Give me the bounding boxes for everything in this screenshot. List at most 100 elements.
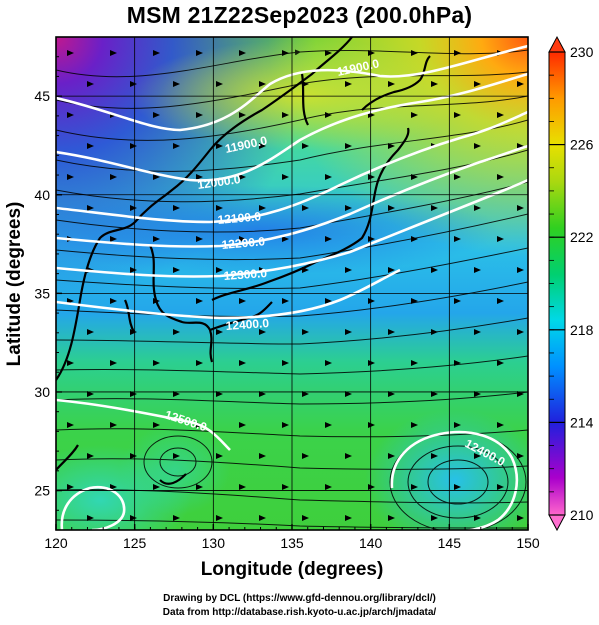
- flow-arrow: [517, 143, 524, 149]
- flow-arrow: [67, 112, 74, 118]
- flow-arrow: [368, 298, 375, 304]
- flow-arrow: [325, 236, 332, 242]
- colorbar-max-triangle: [548, 35, 566, 53]
- flow-arrow: [497, 112, 504, 118]
- y-tick-label: 30: [34, 384, 50, 400]
- flow-arrow: [130, 143, 137, 149]
- flow-arrow: [110, 422, 117, 428]
- flow-arrow: [110, 298, 117, 304]
- chart-title: MSM 21Z22Sep2023 (200.0hPa): [126, 2, 473, 28]
- flow-arrow: [474, 329, 481, 335]
- y-axis-label: Latitude (degrees): [4, 202, 25, 367]
- flow-arrow: [282, 484, 289, 490]
- flow-arrow: [216, 205, 223, 211]
- colorbar-tick-label: 218: [570, 322, 594, 338]
- y-tick-label: 40: [34, 187, 50, 203]
- flow-arrow: [259, 515, 266, 521]
- flow-arrow: [325, 174, 332, 180]
- flow-arrow: [87, 81, 94, 87]
- flow-arrow: [388, 205, 395, 211]
- flow-arrow: [454, 112, 461, 118]
- flow-arrows: [67, 50, 524, 521]
- flow-arrow: [302, 329, 309, 335]
- flow-arrow: [110, 360, 117, 366]
- colorbar-tick-label: 226: [570, 137, 594, 153]
- flow-arrow: [87, 453, 94, 459]
- contour-label: 12000.0: [196, 172, 241, 192]
- flow-arrow: [517, 81, 524, 87]
- flow-arrow: [388, 453, 395, 459]
- flow-arrow: [282, 50, 289, 56]
- credit-drawing: Drawing by DCL (https://www.gfd-dennou.o…: [163, 593, 436, 604]
- flow-arrow: [216, 515, 223, 521]
- flow-arrow: [474, 205, 481, 211]
- flow-arrow: [130, 329, 137, 335]
- y-axis: 25 30 35 40 45: [34, 56, 62, 511]
- flow-arrow: [196, 174, 203, 180]
- flow-arrow: [87, 515, 94, 521]
- flow-arrow: [302, 267, 309, 273]
- flow-arrow: [368, 236, 375, 242]
- flow-arrow: [216, 143, 223, 149]
- flow-arrow: [411, 174, 418, 180]
- flow-arrow: [173, 515, 180, 521]
- flow-arrow: [153, 50, 160, 56]
- flow-arrow: [216, 329, 223, 335]
- flow-arrow: [173, 143, 180, 149]
- colorbar-tick-label: 214: [570, 414, 594, 430]
- flow-arrow: [302, 515, 309, 521]
- flow-arrow: [345, 453, 352, 459]
- flow-arrow: [454, 50, 461, 56]
- streamlines: [56, 49, 528, 530]
- flow-arrow: [282, 360, 289, 366]
- flow-arrow: [153, 484, 160, 490]
- flow-arrow: [325, 422, 332, 428]
- flow-arrow: [431, 391, 438, 397]
- flow-arrow: [67, 360, 74, 366]
- flow-arrow: [173, 329, 180, 335]
- flow-arrow: [282, 422, 289, 428]
- flow-arrow: [302, 81, 309, 87]
- flow-arrow: [282, 298, 289, 304]
- flow-arrow: [345, 329, 352, 335]
- flow-arrow: [67, 484, 74, 490]
- x-tick-label: 150: [516, 535, 540, 551]
- flow-arrow: [388, 515, 395, 521]
- flow-arrow: [67, 50, 74, 56]
- flow-arrow: [411, 422, 418, 428]
- flow-arrow: [239, 422, 246, 428]
- grid-lines: [56, 37, 528, 530]
- flow-arrow: [259, 143, 266, 149]
- flow-arrow: [388, 143, 395, 149]
- colorbar-tick-label: 222: [570, 229, 594, 245]
- flow-arrow: [259, 205, 266, 211]
- flow-arrow: [497, 360, 504, 366]
- credit-data: Data from http://database.rish.kyoto-u.a…: [162, 607, 437, 618]
- flow-arrow: [239, 50, 246, 56]
- flow-arrow: [302, 205, 309, 211]
- flow-arrow: [239, 360, 246, 366]
- flow-arrow: [259, 81, 266, 87]
- flow-arrow: [474, 267, 481, 273]
- coastlines: [56, 37, 431, 485]
- flow-arrow: [239, 484, 246, 490]
- flow-arrow: [454, 484, 461, 490]
- flow-arrow: [302, 391, 309, 397]
- flow-arrow: [474, 515, 481, 521]
- flow-arrow: [239, 298, 246, 304]
- flow-arrow: [454, 422, 461, 428]
- flow-arrow: [454, 174, 461, 180]
- flow-arrow: [474, 143, 481, 149]
- flow-arrow: [259, 391, 266, 397]
- flow-arrow: [110, 236, 117, 242]
- flow-arrow: [368, 50, 375, 56]
- flow-arrow: [368, 422, 375, 428]
- contour-label: 12200.0: [221, 234, 266, 252]
- flow-arrow: [302, 143, 309, 149]
- flow-arrow: [130, 391, 137, 397]
- flow-arrow: [345, 81, 352, 87]
- flow-arrow: [216, 453, 223, 459]
- flow-arrow: [216, 81, 223, 87]
- flow-arrow: [259, 453, 266, 459]
- y-tick-label: 35: [34, 285, 50, 301]
